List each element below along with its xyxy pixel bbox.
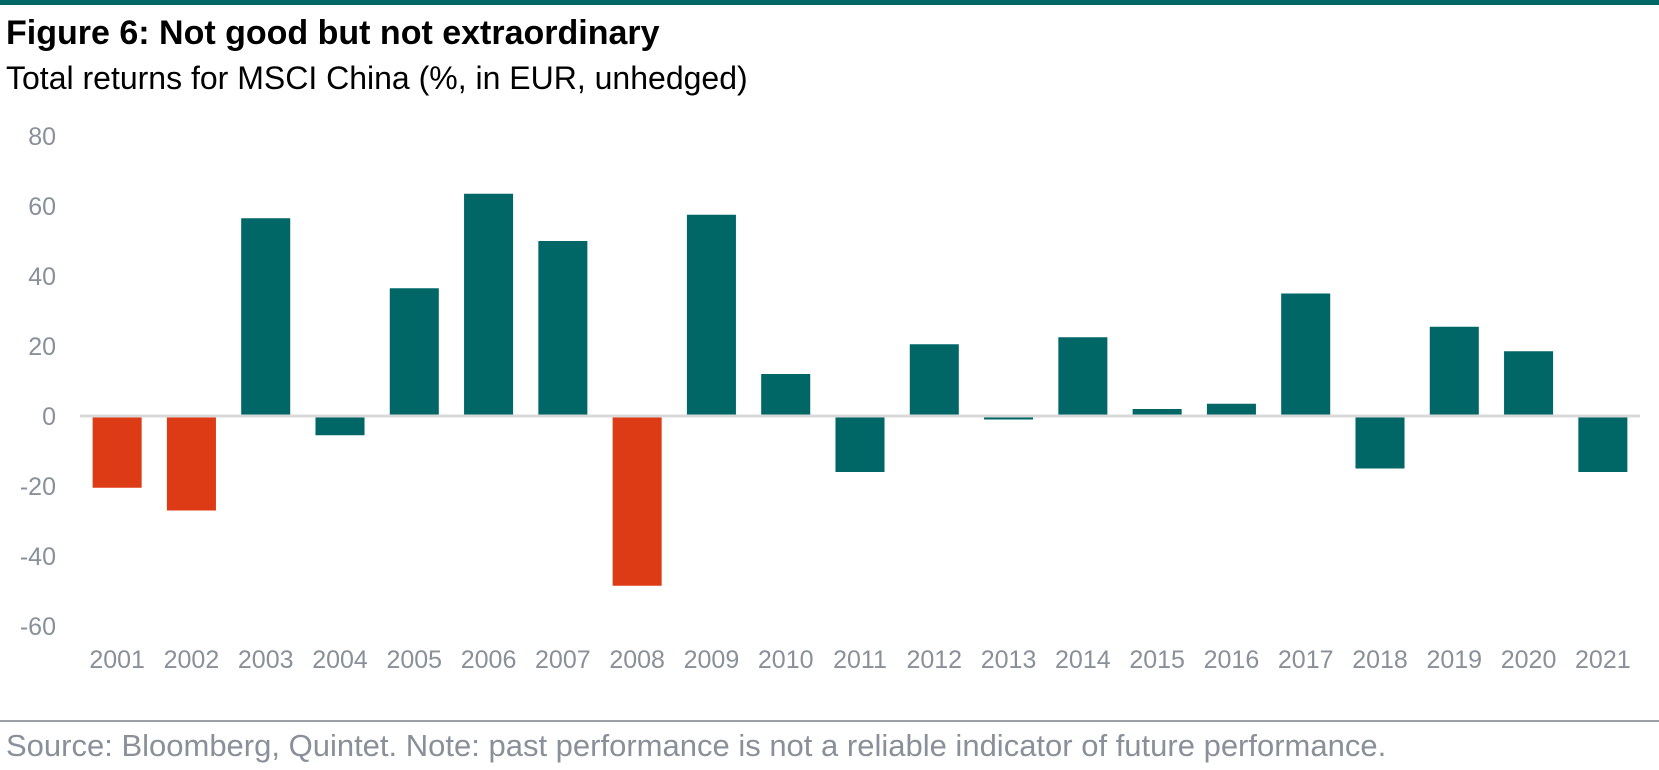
bars xyxy=(92,193,1628,586)
x-tick-label: 2002 xyxy=(164,646,220,674)
bar-2019 xyxy=(1429,326,1479,416)
bar-2004 xyxy=(315,416,365,436)
chart-title: Figure 6: Not good but not extraordinary xyxy=(6,14,660,52)
bar-2008 xyxy=(612,416,662,586)
x-tick-label: 2017 xyxy=(1278,646,1334,674)
top-rule xyxy=(0,0,1659,5)
bar-2021 xyxy=(1578,416,1628,472)
x-tick-label: 2003 xyxy=(238,646,294,674)
bar-2014 xyxy=(1058,337,1108,416)
y-tick-label: 80 xyxy=(28,123,56,151)
y-tick-label: -40 xyxy=(20,543,56,571)
bar-2003 xyxy=(241,218,291,416)
x-tick-label: 2013 xyxy=(981,646,1037,674)
x-axis: 2001 2002 2003 2004 2005 2006 2007 2008 2009 2010… xyxy=(89,646,1630,674)
y-tick-label: 0 xyxy=(42,403,56,431)
bar-2015 xyxy=(1132,409,1182,416)
bar-2002 xyxy=(166,416,216,511)
bar-2010 xyxy=(761,374,811,416)
bar-2005 xyxy=(389,288,439,416)
y-tick-label: 40 xyxy=(28,263,56,291)
x-tick-label: 2011 xyxy=(833,646,887,674)
source-note: Source: Bloomberg, Quintet. Note: past p… xyxy=(6,728,1387,763)
x-tick-label: 2010 xyxy=(758,646,814,674)
x-tick-label: 2009 xyxy=(684,646,740,674)
x-tick-label: 2020 xyxy=(1501,646,1557,674)
x-tick-label: 2004 xyxy=(312,646,368,674)
bar-2006 xyxy=(464,193,514,416)
x-tick-label: 2018 xyxy=(1352,646,1408,674)
x-tick-label: 2016 xyxy=(1204,646,1260,674)
bar-2007 xyxy=(538,241,588,416)
x-tick-label: 2005 xyxy=(386,646,442,674)
x-tick-label: 2021 xyxy=(1575,646,1631,674)
bar-2018 xyxy=(1355,416,1405,469)
bar-2011 xyxy=(835,416,885,472)
bar-2016 xyxy=(1206,403,1256,416)
x-tick-label: 2007 xyxy=(535,646,591,674)
y-tick-label: -60 xyxy=(20,613,56,641)
x-tick-label: 2008 xyxy=(609,646,665,674)
bar-2020 xyxy=(1504,351,1554,416)
y-tick-label: 20 xyxy=(28,333,56,361)
x-tick-label: 2019 xyxy=(1426,646,1482,674)
x-tick-label: 2006 xyxy=(461,646,517,674)
bar-2009 xyxy=(686,214,736,416)
x-tick-label: 2001 xyxy=(89,646,145,674)
bar-2012 xyxy=(909,344,959,416)
bar-2001 xyxy=(92,416,142,488)
x-tick-label: 2012 xyxy=(906,646,962,674)
bottom-rule xyxy=(0,720,1659,722)
y-tick-label: 60 xyxy=(28,193,56,221)
y-axis: 80 60 40 20 0 -20 -40 -60 xyxy=(20,123,56,641)
x-tick-label: 2015 xyxy=(1129,646,1185,674)
x-tick-label: 2014 xyxy=(1055,646,1111,674)
bar-2013 xyxy=(984,416,1034,420)
chart-subtitle: Total returns for MSCI China (%, in EUR,… xyxy=(6,60,748,96)
bar-2017 xyxy=(1281,293,1331,416)
y-tick-label: -20 xyxy=(20,473,56,501)
